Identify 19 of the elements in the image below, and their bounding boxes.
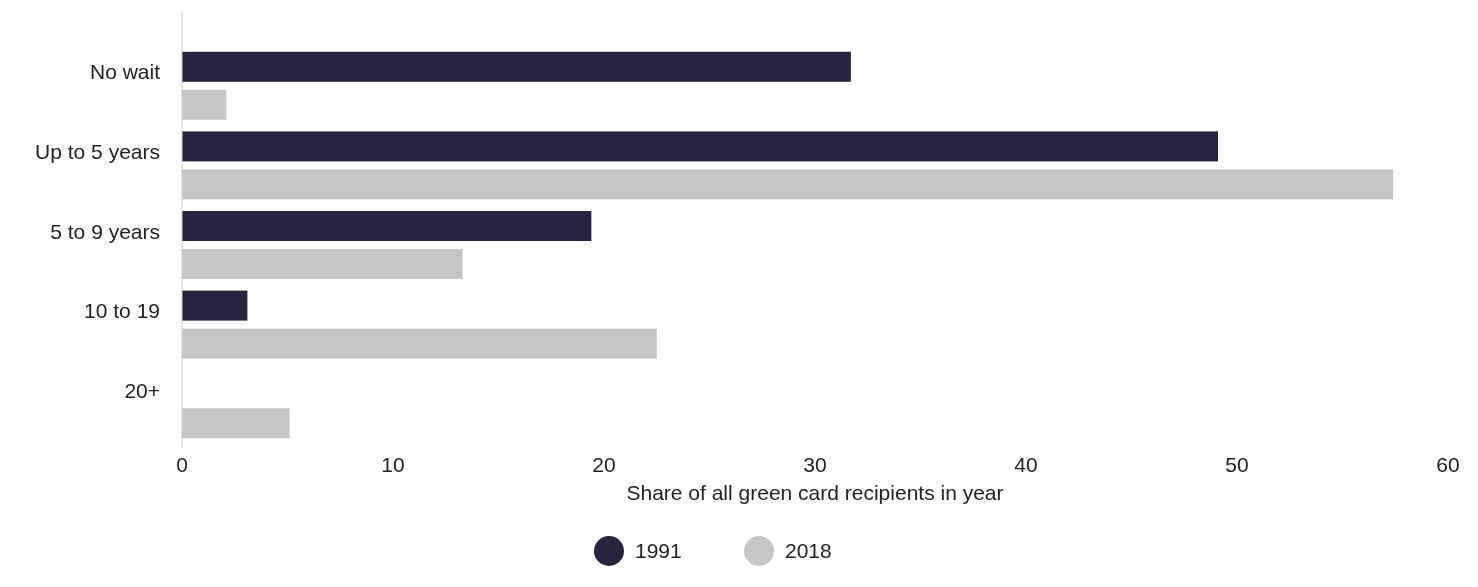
bar — [182, 290, 248, 321]
x-tick-label: 50 — [1225, 453, 1249, 476]
y-tick-label: Up to 5 years — [35, 139, 160, 163]
y-tick-label: 20+ — [124, 378, 160, 402]
x-tick-label: 20 — [592, 453, 616, 476]
x-tick-label: 60 — [1436, 453, 1460, 476]
x-tick-label: 10 — [381, 453, 405, 476]
x-axis-title: Share of all green card recipients in year — [626, 481, 1004, 504]
y-tick-label: 10 to 19 — [84, 299, 160, 323]
bar — [182, 211, 592, 241]
bar — [182, 51, 851, 82]
y-tick-label: No wait — [89, 60, 161, 84]
x-tick-label: 40 — [1014, 453, 1038, 476]
x-tick-label: 30 — [803, 453, 827, 476]
legend-label: 2018 — [785, 539, 832, 562]
y-tick-label: 5 to 9 years — [50, 219, 160, 243]
legend-label: 1991 — [635, 539, 682, 562]
bar — [182, 131, 1219, 162]
x-tick-label: 0 — [176, 453, 188, 476]
